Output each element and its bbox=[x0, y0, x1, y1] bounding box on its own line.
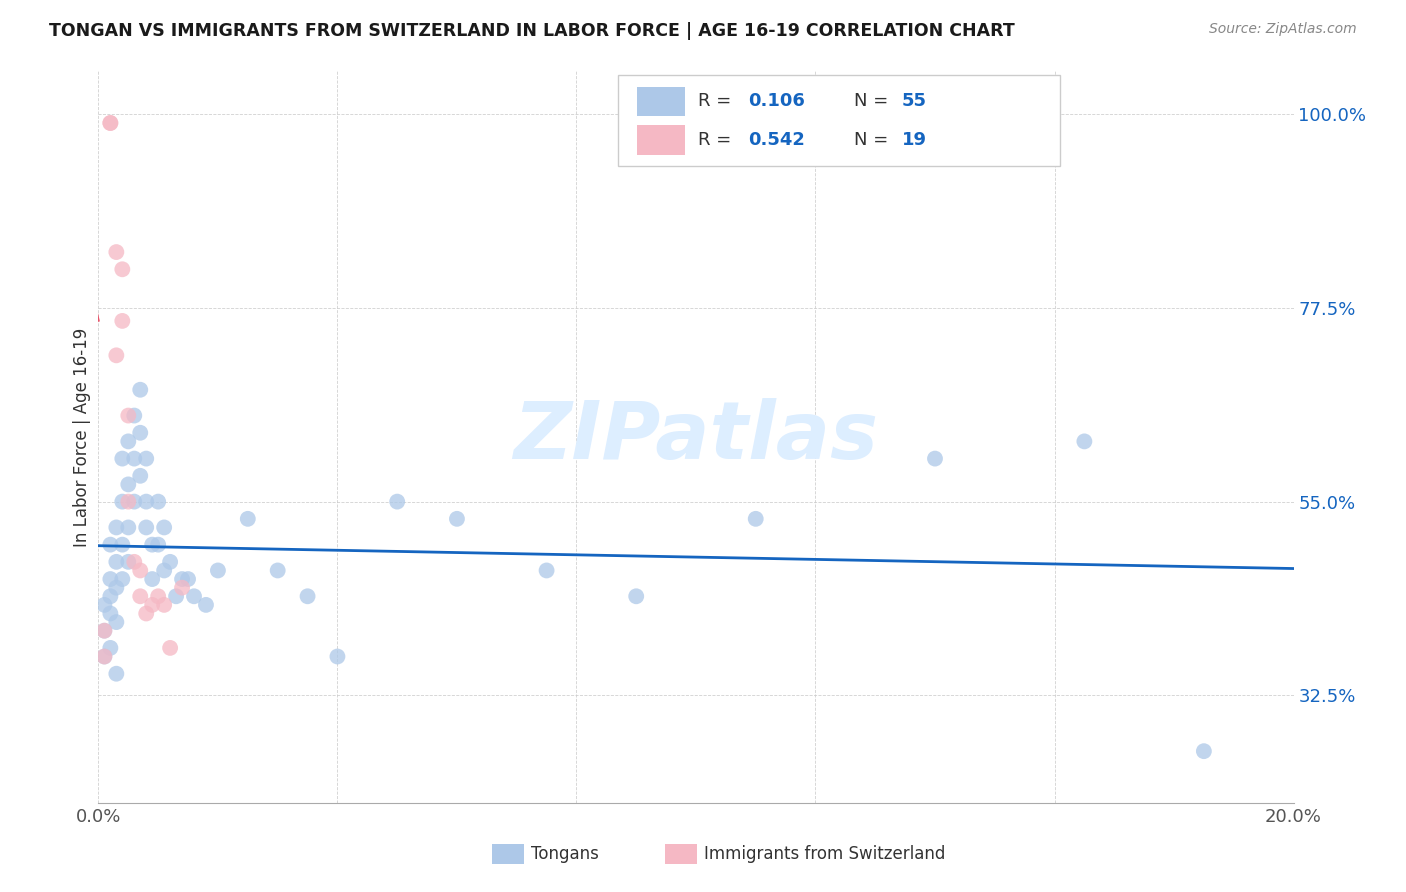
Point bbox=[105, 245, 128, 260]
Point bbox=[129, 589, 152, 603]
Point bbox=[745, 512, 768, 526]
Point bbox=[98, 116, 122, 130]
Point bbox=[105, 581, 128, 595]
Text: Source: ZipAtlas.com: Source: ZipAtlas.com bbox=[1209, 22, 1357, 37]
Point bbox=[98, 640, 122, 655]
Point bbox=[111, 262, 134, 277]
Text: N =: N = bbox=[853, 131, 894, 149]
Point bbox=[1073, 434, 1095, 449]
Point bbox=[105, 348, 128, 362]
Point bbox=[297, 589, 319, 603]
Point bbox=[326, 649, 349, 664]
FancyBboxPatch shape bbox=[492, 845, 524, 864]
Text: Immigrants from Switzerland: Immigrants from Switzerland bbox=[704, 845, 946, 863]
FancyBboxPatch shape bbox=[665, 845, 697, 864]
Point bbox=[111, 451, 134, 466]
Text: R =: R = bbox=[699, 93, 737, 111]
Point bbox=[105, 520, 128, 534]
Point bbox=[626, 589, 648, 603]
Point bbox=[93, 624, 115, 638]
Point bbox=[159, 640, 181, 655]
Point bbox=[153, 520, 176, 534]
Point bbox=[141, 598, 163, 612]
Point bbox=[93, 624, 115, 638]
Point bbox=[159, 555, 181, 569]
Point bbox=[924, 451, 946, 466]
Point bbox=[117, 409, 139, 423]
Point bbox=[117, 477, 139, 491]
Y-axis label: In Labor Force | Age 16-19: In Labor Force | Age 16-19 bbox=[73, 327, 91, 547]
Point bbox=[536, 564, 558, 578]
FancyBboxPatch shape bbox=[637, 87, 685, 116]
Point bbox=[93, 598, 115, 612]
Point bbox=[172, 581, 194, 595]
Point bbox=[148, 494, 170, 508]
Point bbox=[148, 538, 170, 552]
Point bbox=[117, 494, 139, 508]
Point bbox=[111, 572, 134, 586]
Point bbox=[141, 538, 163, 552]
Point bbox=[105, 615, 128, 629]
Point bbox=[117, 434, 139, 449]
Text: Tongans: Tongans bbox=[531, 845, 599, 863]
Point bbox=[105, 555, 128, 569]
FancyBboxPatch shape bbox=[637, 126, 685, 154]
FancyBboxPatch shape bbox=[619, 75, 1060, 167]
Point bbox=[135, 520, 157, 534]
Point bbox=[98, 538, 122, 552]
Point bbox=[98, 572, 122, 586]
Point bbox=[195, 598, 218, 612]
Point bbox=[98, 607, 122, 621]
Point bbox=[93, 649, 115, 664]
Text: 0.106: 0.106 bbox=[748, 93, 806, 111]
Point bbox=[267, 564, 290, 578]
Text: 0.542: 0.542 bbox=[748, 131, 806, 149]
Point bbox=[177, 572, 200, 586]
Point bbox=[183, 589, 205, 603]
Point bbox=[1192, 744, 1215, 758]
Point bbox=[446, 512, 468, 526]
Point bbox=[98, 589, 122, 603]
Point bbox=[124, 555, 146, 569]
Text: N =: N = bbox=[853, 93, 894, 111]
Point bbox=[153, 598, 176, 612]
Point bbox=[165, 589, 187, 603]
Text: TONGAN VS IMMIGRANTS FROM SWITZERLAND IN LABOR FORCE | AGE 16-19 CORRELATION CHA: TONGAN VS IMMIGRANTS FROM SWITZERLAND IN… bbox=[49, 22, 1015, 40]
Point bbox=[129, 564, 152, 578]
Point bbox=[124, 494, 146, 508]
Point bbox=[172, 572, 194, 586]
Point bbox=[105, 666, 128, 681]
Point bbox=[385, 494, 409, 508]
Point bbox=[98, 116, 122, 130]
Point bbox=[111, 538, 134, 552]
Text: R =: R = bbox=[699, 131, 737, 149]
Point bbox=[207, 564, 229, 578]
Text: 19: 19 bbox=[901, 131, 927, 149]
Point bbox=[153, 564, 176, 578]
Point bbox=[111, 314, 134, 328]
Text: ZIPatlas: ZIPatlas bbox=[513, 398, 879, 476]
Point bbox=[117, 520, 139, 534]
Point bbox=[135, 451, 157, 466]
Point bbox=[111, 494, 134, 508]
Point bbox=[135, 494, 157, 508]
Point bbox=[117, 555, 139, 569]
Point bbox=[129, 468, 152, 483]
Point bbox=[93, 649, 115, 664]
Point bbox=[135, 607, 157, 621]
Point bbox=[141, 572, 163, 586]
Point bbox=[129, 383, 152, 397]
Point bbox=[124, 451, 146, 466]
Point bbox=[124, 409, 146, 423]
Point bbox=[236, 512, 259, 526]
Point bbox=[148, 589, 170, 603]
Text: 55: 55 bbox=[901, 93, 927, 111]
Point bbox=[129, 425, 152, 440]
